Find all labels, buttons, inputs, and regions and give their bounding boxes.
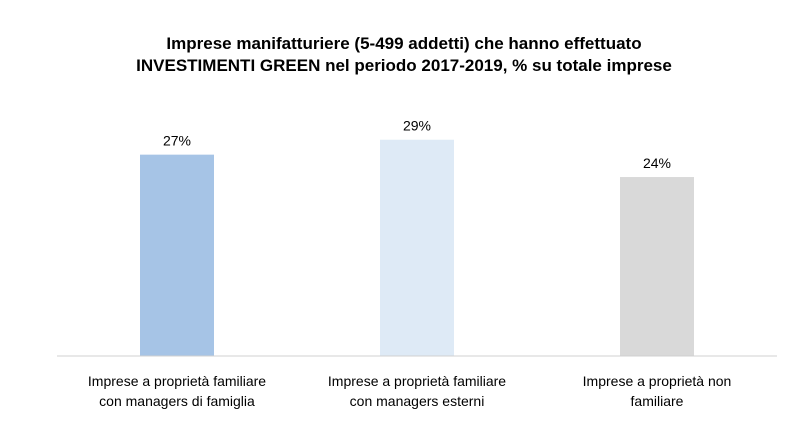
category-label-3-line-1: Imprese a proprietà non: [583, 373, 732, 389]
category-label-2-line-1: Imprese a proprietà familiare: [328, 373, 506, 389]
chart-title-line-2: INVESTIMENTI GREEN nel periodo 2017-2019…: [136, 56, 672, 75]
bar-2: [380, 139, 454, 356]
category-label-1-line-2: con managers di famiglia: [99, 393, 255, 409]
chart-title-line-1: Imprese manifatturiere (5-499 addetti) c…: [166, 34, 642, 53]
value-label-2: 29%: [403, 118, 431, 134]
category-label-3-line-2: familiare: [631, 393, 684, 409]
category-label-1-line-1: Imprese a proprietà familiare: [88, 373, 266, 389]
bar-3: [620, 177, 694, 356]
value-label-1: 27%: [163, 133, 191, 149]
bar-1: [140, 154, 214, 356]
value-label-3: 24%: [643, 155, 671, 171]
category-label-2-line-2: con managers esterni: [350, 393, 485, 409]
